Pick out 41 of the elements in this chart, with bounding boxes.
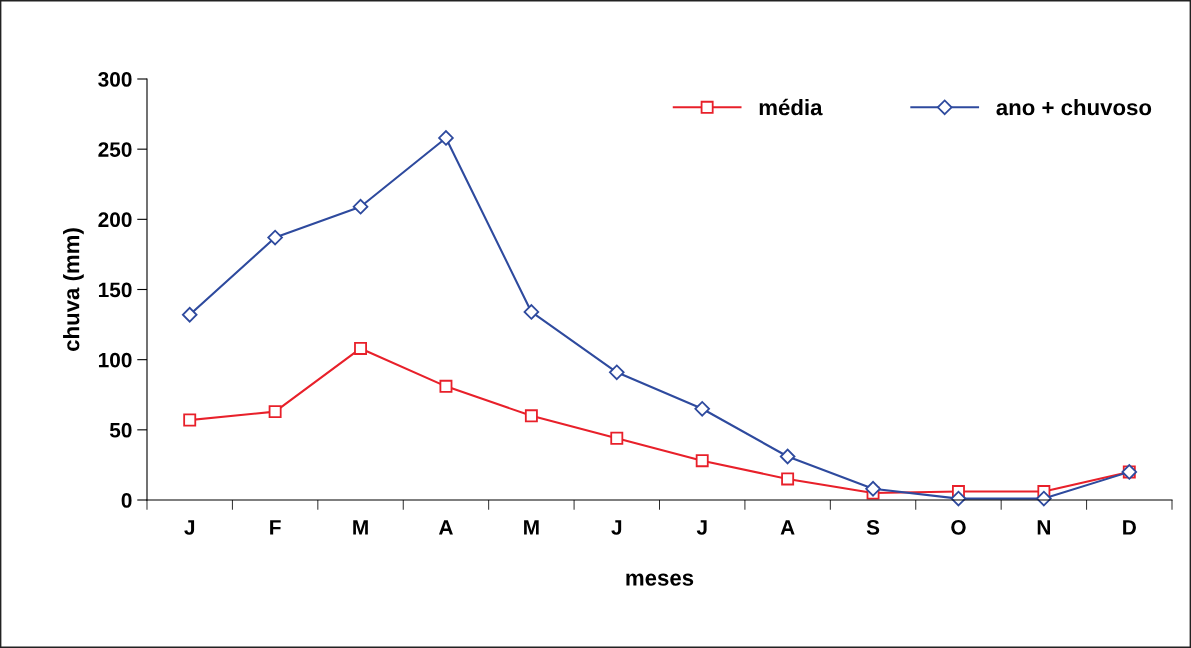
x-tick-label: J <box>184 520 195 535</box>
x-tick-label: D <box>1123 520 1136 535</box>
x-tick-label: F <box>270 520 281 535</box>
y-tick-label: 100 <box>98 352 132 368</box>
legend-label: ano + chuvoso <box>996 99 1152 116</box>
y-tick-label: 0 <box>121 493 132 508</box>
point <box>181 306 198 323</box>
x-axis-title: meses <box>626 573 694 586</box>
legend-label: média <box>759 98 823 116</box>
point <box>267 229 283 246</box>
point <box>610 431 624 445</box>
point <box>779 448 796 465</box>
point <box>524 409 538 423</box>
y-tick-label: 50 <box>109 422 132 438</box>
y-tick-label: 200 <box>98 212 132 228</box>
point <box>438 130 454 146</box>
x-tick-label: O <box>951 519 966 535</box>
y-tick-label: 150 <box>98 282 132 298</box>
x-tick-label: A <box>438 520 453 535</box>
x-tick-label: M <box>353 520 368 535</box>
point <box>268 405 282 419</box>
point <box>439 379 453 393</box>
point <box>781 472 795 486</box>
point <box>354 341 368 355</box>
x-tick-label: J <box>696 520 707 535</box>
x-tick-label: J <box>611 520 622 535</box>
point <box>950 490 967 507</box>
point <box>352 198 369 215</box>
point <box>694 401 710 417</box>
point <box>183 413 197 427</box>
y-tick-label: 300 <box>98 72 132 87</box>
x-tick-label: M <box>524 520 539 535</box>
x-tick-label: A <box>780 520 795 535</box>
point <box>523 304 540 320</box>
point <box>609 364 625 381</box>
point <box>695 454 709 468</box>
point <box>865 480 881 497</box>
y-tick-label: 250 <box>98 142 132 157</box>
x-tick-label: S <box>866 519 880 535</box>
x-tick-label: N <box>1037 520 1050 535</box>
y-axis-title: chuva (mm) <box>63 228 84 351</box>
